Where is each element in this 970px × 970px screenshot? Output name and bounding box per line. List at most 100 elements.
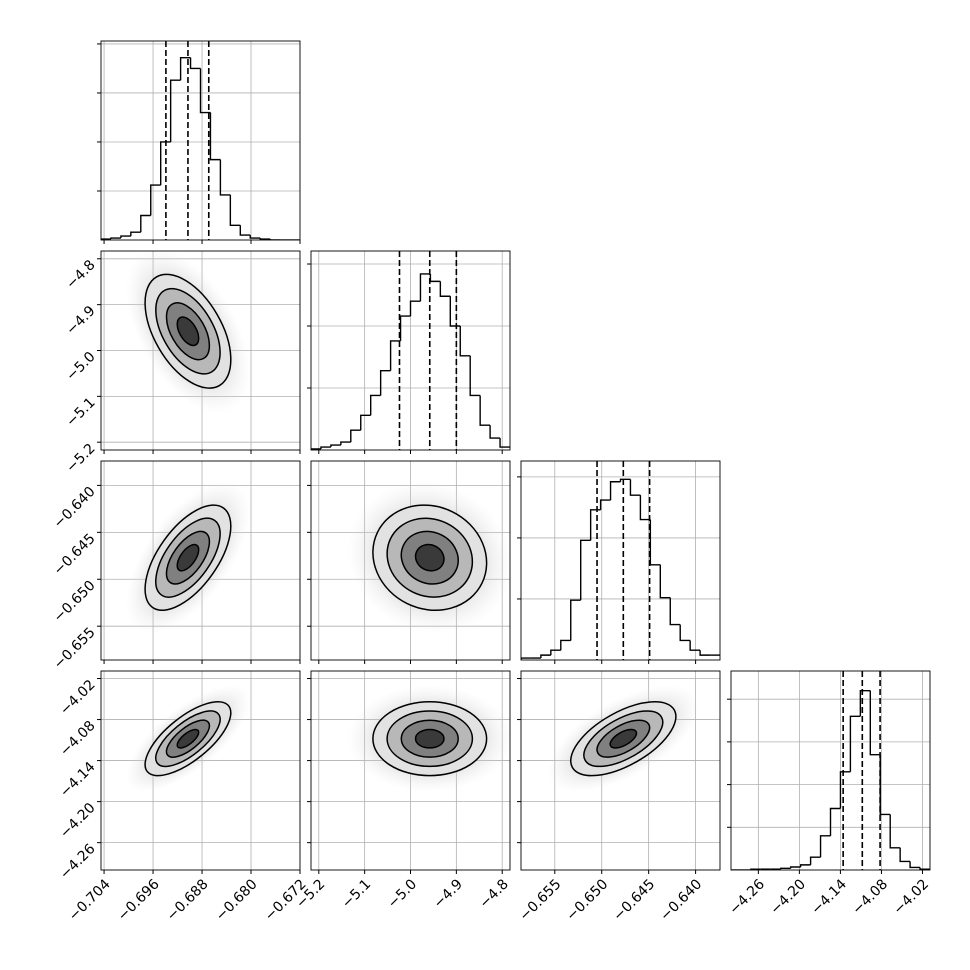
panel <box>521 461 720 660</box>
histogram-step <box>809 856 821 865</box>
histogram-step <box>219 159 231 196</box>
histogram-step <box>199 68 211 114</box>
panel <box>101 461 300 660</box>
y-tick-label: −4.02 <box>57 677 99 719</box>
histogram-step <box>869 690 881 756</box>
x-tick-label: −4.14 <box>808 876 850 918</box>
histogram-step <box>659 564 671 599</box>
x-tick-label: −0.640 <box>657 876 705 924</box>
histogram-step <box>350 429 361 443</box>
x-tick-label: −0.688 <box>164 876 212 924</box>
histogram-step <box>360 414 371 431</box>
panel-frame <box>520 460 721 661</box>
y-tick-label: −4.26 <box>57 841 99 883</box>
histogram-step <box>101 238 111 240</box>
contour <box>176 728 200 749</box>
histogram-step <box>889 814 901 849</box>
panel-frame <box>310 250 511 451</box>
histogram-step <box>679 624 691 642</box>
x-tick-label: −4.08 <box>849 876 891 918</box>
histogram-step <box>521 657 531 660</box>
histogram-step <box>499 438 510 448</box>
histogram-step <box>379 369 391 396</box>
histogram-step <box>859 689 871 717</box>
contour <box>176 543 200 572</box>
contour <box>414 728 445 749</box>
histogram-step <box>389 340 401 371</box>
histogram-step <box>140 214 151 233</box>
histogram-step <box>829 807 841 836</box>
histogram-step <box>550 649 561 656</box>
panel <box>311 251 510 450</box>
y-tick-label: −5.0 <box>63 349 98 384</box>
panel-frame <box>310 460 511 661</box>
histogram-step <box>849 715 861 772</box>
histogram-step <box>311 448 321 450</box>
histogram-step <box>639 495 651 521</box>
x-tick-label: −4.02 <box>890 876 932 918</box>
histogram-step <box>419 273 431 302</box>
histogram-step <box>899 847 911 863</box>
histogram-step <box>239 225 251 236</box>
histogram-step <box>229 194 241 226</box>
panel <box>521 671 720 870</box>
histogram-step <box>169 79 181 142</box>
x-tick-label: −0.704 <box>66 876 114 924</box>
histogram-step <box>570 599 581 641</box>
histogram-step <box>130 231 141 237</box>
histogram-step <box>790 866 801 869</box>
contour <box>176 316 200 347</box>
histogram-step <box>150 184 161 216</box>
x-tick-label: −0.655 <box>516 876 564 924</box>
panel <box>731 671 930 870</box>
y-tick-label: −4.9 <box>63 303 98 338</box>
panel-frame <box>100 670 301 871</box>
panel <box>101 251 300 450</box>
histogram-step <box>919 867 930 870</box>
histogram-step <box>459 326 471 357</box>
histogram-step <box>160 141 171 186</box>
y-tick-label: −0.650 <box>51 578 99 626</box>
histogram-step <box>429 273 441 283</box>
histogram-step <box>269 239 281 240</box>
panel-frame <box>100 460 301 661</box>
histogram-step <box>249 235 261 239</box>
histogram-step <box>370 394 381 416</box>
histogram-step <box>259 238 271 240</box>
x-tick-label: −0.650 <box>563 876 611 924</box>
histogram-step <box>699 650 711 656</box>
histogram-step <box>469 355 481 397</box>
contour <box>414 543 445 572</box>
histogram-step <box>489 425 501 439</box>
y-tick-label: −4.8 <box>63 257 98 292</box>
histogram-step <box>819 835 831 858</box>
panel-frame <box>730 670 931 871</box>
x-tick-label: −0.696 <box>115 876 163 924</box>
x-tick-label: −5.0 <box>385 876 420 911</box>
y-tick-label: −0.640 <box>51 484 99 532</box>
histogram-step <box>320 446 331 450</box>
histogram-step <box>189 57 201 70</box>
histogram-step <box>179 56 191 81</box>
panel-frame <box>310 670 511 871</box>
histogram-step <box>649 519 661 566</box>
x-tick-label: −4.26 <box>726 876 768 918</box>
histogram-step <box>609 481 621 501</box>
histogram-step <box>479 395 491 426</box>
panel-frame <box>100 40 301 241</box>
x-tick-label: −4.8 <box>477 876 512 911</box>
y-tick-label: −4.14 <box>57 759 99 801</box>
y-tick-label: −5.2 <box>63 441 98 476</box>
histogram-step <box>909 861 921 869</box>
y-tick-label: −5.1 <box>63 395 98 430</box>
histogram-step <box>799 864 811 868</box>
histogram-step <box>120 235 131 239</box>
histogram-step <box>589 509 601 541</box>
histogram-step <box>839 771 851 809</box>
panel <box>311 671 510 870</box>
histogram-step <box>340 441 351 446</box>
histogram-step <box>780 867 791 870</box>
panel <box>311 461 510 660</box>
